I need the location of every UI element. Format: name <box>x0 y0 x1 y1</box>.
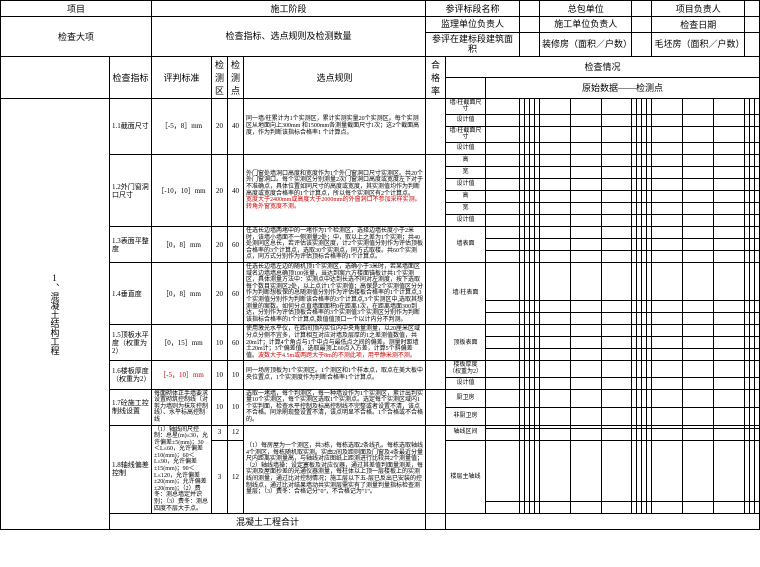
lbl-date: 检查日期 <box>652 17 744 33</box>
col-passrate: 合格率 <box>426 56 446 98</box>
val-eval-section[interactable] <box>519 1 539 17</box>
lbl-phase: 施工阶段 <box>152 1 426 17</box>
col-situation: 检查情况 <box>446 56 760 77</box>
inspection-form: 项目 施工阶段 参评标段名称 总包单位 项目负责人 检查大项 检查指标、选点规则… <box>0 0 760 530</box>
r1-pass[interactable] <box>426 98 446 154</box>
lbl-contractor: 总包单位 <box>539 1 631 17</box>
lbl-project: 项目 <box>1 1 152 17</box>
val-rough[interactable] <box>744 33 759 57</box>
r1-points: 40 <box>228 98 244 154</box>
val-supervisor[interactable] <box>519 17 539 33</box>
lbl-subtitle: 检查指标、选点规则及检测数量 <box>152 17 426 57</box>
footer-label: 混凝土工程合计 <box>110 514 426 530</box>
col-rule: 选点规则 <box>244 56 426 98</box>
lbl-supervisor: 监理单位负责人 <box>426 17 520 33</box>
lbl-decorated: 装修房（面积／户数） <box>539 33 631 57</box>
r1-rule: 同一墙/柱累计为1个实测区，累计实测实量20个实测区。每个实测区从地面向上300… <box>244 98 426 154</box>
val-constructor[interactable] <box>632 17 652 33</box>
lbl-pm: 项目负责人 <box>652 1 744 17</box>
val-pm[interactable] <box>744 1 759 17</box>
r1-code: 1.1截面尺寸 <box>110 98 152 154</box>
r1-l0: 墙/柱截面尺寸 <box>446 98 486 114</box>
col-criterion: 评判标准 <box>152 56 212 98</box>
lbl-rough: 毛坯房（面积／户数） <box>652 33 744 57</box>
val-area[interactable] <box>519 33 539 57</box>
major-item-name: 1、混凝土结构工程 <box>1 98 110 530</box>
col-indicator: 检查指标 <box>110 56 152 98</box>
lbl-major-item: 检查大项 <box>1 17 152 57</box>
r2-rule: 外门窗处墙洞口高度和宽度作为1个外门窗洞口尺寸实测区。共20个外门窗洞口。每个实… <box>244 155 426 227</box>
col-zones: 检测区 <box>212 56 228 98</box>
col-points: 检测点 <box>228 56 244 98</box>
lbl-eval-section: 参评标段名称 <box>426 1 520 17</box>
r5-rule: 使用激光水平仪，在距间顶内实位内中央角量测量，以20厘米区域分点分侧不宜多，计算… <box>244 325 426 361</box>
val-date[interactable] <box>744 17 759 33</box>
val-decorated[interactable] <box>632 33 652 57</box>
lbl-area: 参评在建标段建筑面积 <box>426 33 520 57</box>
lbl-constructor: 施工单位负责人 <box>539 17 631 33</box>
val-contractor[interactable] <box>632 1 652 17</box>
r1-crit: ［-5，8］mm <box>152 98 212 154</box>
col-rawdata: 原始数据——检测点 <box>486 77 760 98</box>
r1-zones: 20 <box>212 98 228 154</box>
